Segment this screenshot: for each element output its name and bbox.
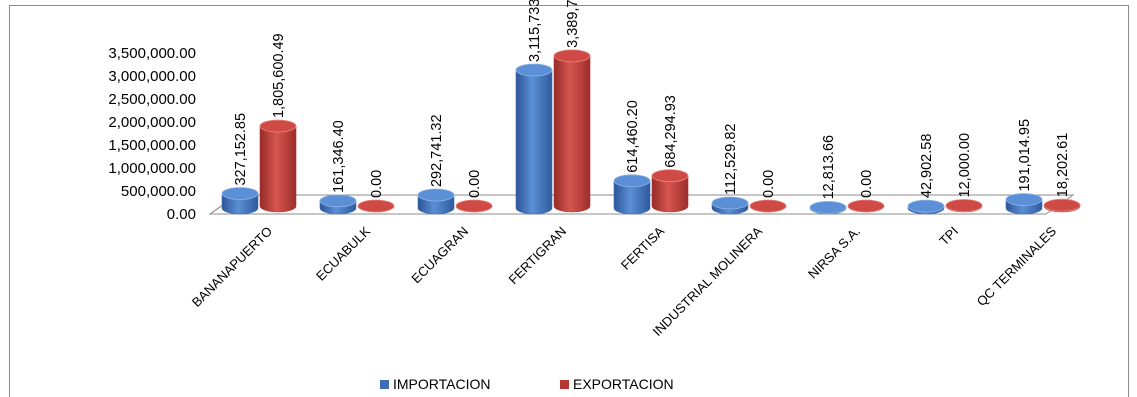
bar-top [455,199,493,213]
value-label: 1,805,600.49 [271,33,287,118]
bar-top [1043,198,1081,212]
bar-top [847,199,885,213]
bar-body [553,55,591,213]
y-tick-label: 500,000.00 [121,183,196,200]
bar-exportacion-fertigran [553,49,591,213]
bar-exportacion-tpi [945,199,983,213]
bar-importacion-ecuabulk [319,194,357,215]
category-label: TPI [936,224,961,249]
legend-swatch-exportacion [560,380,569,389]
legend-label-exportacion: EXPORTACION [573,376,674,392]
bar-importacion-nirsa-s-a [809,201,847,215]
value-label: 12,000.00 [957,133,973,198]
bar-exportacion-ecuabulk [357,199,395,213]
y-tick-label: 2,000,000.00 [108,114,196,131]
bar-body [651,175,689,213]
value-label: 12,813.66 [821,135,837,200]
value-label: 0.00 [369,170,385,198]
bar-importacion-fertisa [613,174,651,215]
bar-body [515,69,553,215]
bar-importacion-industrial-molinera [711,196,749,215]
value-label: 614,460.20 [625,100,641,173]
bar-top [553,49,591,63]
y-tick-label: 1,000,000.00 [108,160,196,177]
bar-importacion-fertigran [515,63,553,215]
bar-top [515,63,553,77]
legend-swatch-importacion [380,380,389,389]
value-label: 3,389,758.47 [565,0,581,48]
bar-top [907,199,945,213]
bar-top [711,196,749,210]
bar-top [651,169,689,183]
category-label: NIRSA S.A. [805,224,863,282]
bar-top [417,188,455,202]
bar-top [749,199,787,213]
category-label: ECUAGRAN [408,224,471,287]
category-label: BANANAPUERTO [189,224,275,310]
bar-exportacion-nirsa-s-a [847,199,885,213]
value-label: 327,152.85 [233,113,249,186]
bar-importacion-qc-terminales [1005,193,1043,215]
value-label: 3,115,733.83 [527,0,543,62]
category-label: QC TERMINALES [974,223,1060,309]
bar-top [809,201,847,214]
value-label: 684,294.93 [663,95,679,168]
y-tick-label: 1,500,000.00 [108,137,196,154]
bar-exportacion-bananapuerto [259,119,297,213]
bar-importacion-ecuagran [417,188,455,215]
legend: IMPORTACION EXPORTACION [380,376,674,392]
bar-top [945,199,983,212]
bar-top [319,194,357,208]
bar-exportacion-ecuagran [455,199,493,213]
bar-exportacion-industrial-molinera [749,199,787,213]
bar-importacion-tpi [907,199,945,215]
value-label: 0.00 [467,170,483,198]
bar-top [357,199,395,213]
bar-top [613,174,651,188]
y-axis: 0.00 500,000.00 1,000,000.00 1,500,000.00 2,… [108,45,196,223]
bar-body [613,180,651,215]
bar-body [259,125,297,213]
value-label: 18,202.61 [1055,133,1071,198]
category-label: INDUSTRIAL MOLINERA [650,223,766,339]
y-tick-label: 3,000,000.00 [108,68,196,85]
x-axis: BANANAPUERTO ECUABULK ECUAGRAN FERTIGRAN FER… [189,223,1060,339]
y-tick-label: 0.00 [167,206,196,223]
value-label: 191,014.95 [1017,119,1033,192]
value-label: 0.00 [761,170,777,198]
bar-top [221,187,259,200]
y-tick-label: 3,500,000.00 [108,45,196,62]
category-label: ECUABULK [313,223,373,283]
value-label: 112,529.82 [723,124,739,196]
bar-top [259,119,297,133]
legend-label-importacion: IMPORTACION [393,376,491,392]
bar-importacion-bananapuerto [221,187,259,215]
category-label: FERTIGRAN [506,224,570,288]
value-label: 292,741.32 [429,114,445,187]
y-tick-label: 2,500,000.00 [108,91,196,108]
value-label: 161,346.40 [331,120,347,193]
value-label: 0.00 [859,170,875,198]
bars [221,49,1081,215]
bar-top [1005,193,1043,206]
value-label: 42,902.58 [919,134,935,199]
value-labels: 327,152.85 1,805,600.49 161,346.40 0.00 292,… [233,0,1071,199]
bar-exportacion-fertisa [651,169,689,213]
bar-exportacion-qc-terminales [1043,198,1081,213]
category-label: FERTISA [618,223,667,272]
